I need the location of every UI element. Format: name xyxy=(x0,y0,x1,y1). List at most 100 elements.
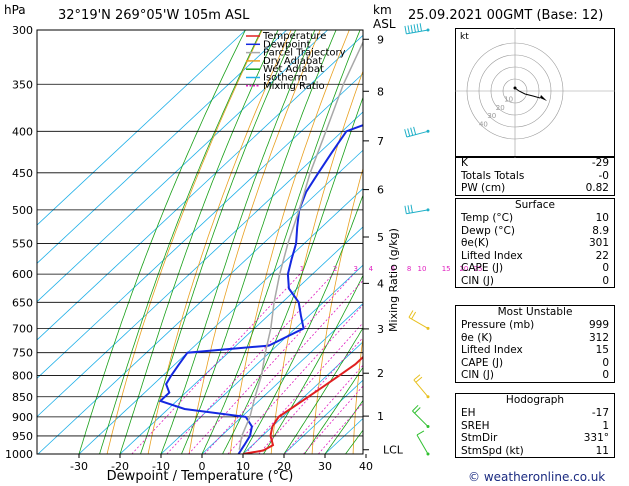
isotherm-line xyxy=(37,111,363,418)
x-axis-title: Dewpoint / Temperature (°C) xyxy=(107,469,294,484)
km-tick-label: 3 xyxy=(377,323,384,336)
surface-row-cape: CAPE (J) 0 xyxy=(461,262,609,274)
pressure-tick-label: 900 xyxy=(12,411,33,424)
x-tick-label: -20 xyxy=(111,460,129,473)
index-row-pw: PW (cm) 0.82 xyxy=(461,182,609,194)
location-label: 32°19'N 269°05'W 105m ASL xyxy=(58,8,250,23)
km-tick-label: 8 xyxy=(377,85,384,98)
dewpoint-line xyxy=(158,124,363,454)
hodograph-trace xyxy=(514,87,541,99)
wind-barb-base xyxy=(426,395,430,399)
mixing-ratio-label: 25 xyxy=(474,265,483,273)
wind-barb-flag xyxy=(410,204,413,213)
indices-table: K -29 Totals Totals -0 PW (cm) 0.82 xyxy=(455,156,615,196)
pressure-tick-label: 350 xyxy=(12,78,33,91)
pressure-tick-label: 1000 xyxy=(5,448,33,461)
legend-label: Isotherm xyxy=(263,73,307,84)
hodograph-ring-label: 40 xyxy=(479,121,488,129)
mixing-ratio-label: 3 xyxy=(353,265,357,273)
mixing-ratio-label: 20 xyxy=(459,265,468,273)
mixing-ratio-line xyxy=(303,385,363,454)
mu-row-li: Lifted Index 15 xyxy=(461,344,609,356)
copyright-footer: © weatheronline.co.uk xyxy=(468,470,606,484)
isotherm-line xyxy=(37,73,363,379)
wet-adiabat-line xyxy=(304,366,363,454)
mixing-ratio-line xyxy=(244,322,363,454)
wet-adiabat-line xyxy=(119,30,279,454)
pressure-tick-label: 700 xyxy=(12,322,33,335)
hodograph-origin xyxy=(513,86,517,90)
x-tick-label: 0 xyxy=(199,460,206,473)
x-tick-label: 20 xyxy=(277,460,291,473)
pressure-tick-label: 600 xyxy=(12,268,33,281)
index-row-k: K -29 xyxy=(461,157,609,169)
isotherm-line xyxy=(37,34,363,341)
wind-barb-staff xyxy=(416,434,429,455)
pressure-tick-label: 950 xyxy=(12,430,33,443)
x-tick-label: -30 xyxy=(70,460,88,473)
wind-barb-flag xyxy=(408,310,414,318)
wind-barb-staff xyxy=(413,379,429,398)
wind-barb-staff xyxy=(412,410,429,427)
mu-row-cin: CIN (J) 0 xyxy=(461,369,609,381)
temperature-line xyxy=(242,355,363,454)
mixing-ratio-label: 8 xyxy=(407,265,411,273)
wind-barb-flag xyxy=(407,25,410,34)
mu-row-thetae: θe (K) 312 xyxy=(461,331,609,344)
hodo-row-stmdir: StmDir 331° xyxy=(461,432,609,444)
pressure-tick-label: 800 xyxy=(12,369,33,382)
wind-barb-staff xyxy=(408,316,429,329)
wind-barb-flag xyxy=(410,24,413,33)
wind-barb-flag xyxy=(414,407,421,414)
isotherm-line xyxy=(201,302,363,454)
x-tick-label: 30 xyxy=(318,460,332,473)
wind-barb-flag xyxy=(415,376,423,383)
mixing-ratio-label: 6 xyxy=(391,265,396,273)
wind-barb-flag xyxy=(404,129,408,138)
wind-barb-flag xyxy=(412,404,419,412)
legend-label: Dewpoint xyxy=(263,39,311,50)
isotherm-line xyxy=(283,379,363,454)
pressure-tick-label: 750 xyxy=(12,347,33,360)
km-tick-label: 4 xyxy=(377,277,384,290)
wind-barb-flag xyxy=(411,311,417,320)
wind-barb-staff xyxy=(406,209,429,215)
km-tick-label: 6 xyxy=(377,184,384,197)
isotherm-line xyxy=(37,30,287,264)
isotherm-line xyxy=(78,188,363,454)
wind-barb-base xyxy=(426,326,430,330)
most-unstable-table: Most Unstable Pressure (mb) 999 θe (K) 312… xyxy=(455,305,615,383)
parcel-line xyxy=(238,40,363,450)
wet-adiabat-line xyxy=(160,30,316,454)
mixing-ratio-label: 1 xyxy=(300,265,304,273)
index-row-totals: Totals Totals -0 xyxy=(461,169,609,182)
x-tick-label: 40 xyxy=(359,460,373,473)
wind-barb-flag xyxy=(407,205,410,214)
wind-barb-flag xyxy=(416,23,419,32)
isotherm-line xyxy=(160,264,363,454)
mixing-ratio-line xyxy=(131,273,301,454)
wind-barb-staff xyxy=(406,130,429,138)
wind-barb-flag xyxy=(413,126,417,135)
surface-row-dewp: Dewp (°C) 8.9 xyxy=(461,224,609,237)
dry-adiabat-line xyxy=(352,334,363,454)
legend-label: Wet Adiabat xyxy=(263,64,324,75)
hodo-row-sreh: SREH 1 xyxy=(461,419,609,432)
wind-barb-flag xyxy=(407,128,411,137)
isotherm-line xyxy=(37,30,246,226)
surface-row-temp: Temp (°C) 10 xyxy=(461,212,609,224)
surface-table: Surface Temp (°C) 10 Dewp (°C) 8.9 θe(K) 30… xyxy=(455,198,615,288)
isotherm-line xyxy=(242,341,363,454)
wind-barb-flag xyxy=(404,25,407,34)
hodograph-table: Hodograph EH -17 SREH 1 StmDir 331° StmSpd … xyxy=(455,393,615,458)
wet-adiabat-line xyxy=(263,274,363,454)
legend-label: Dry Adiabat xyxy=(263,56,322,67)
x-tick-label: -10 xyxy=(152,460,170,473)
surface-row-cin: CIN (J) 0 xyxy=(461,274,609,287)
pressure-tick-label: 850 xyxy=(12,391,33,404)
hodo-row-stmspd: StmSpd (kt) 11 xyxy=(461,444,609,457)
pressure-tick-label: 550 xyxy=(12,237,33,250)
mixing-ratio-label: 15 xyxy=(442,265,451,273)
